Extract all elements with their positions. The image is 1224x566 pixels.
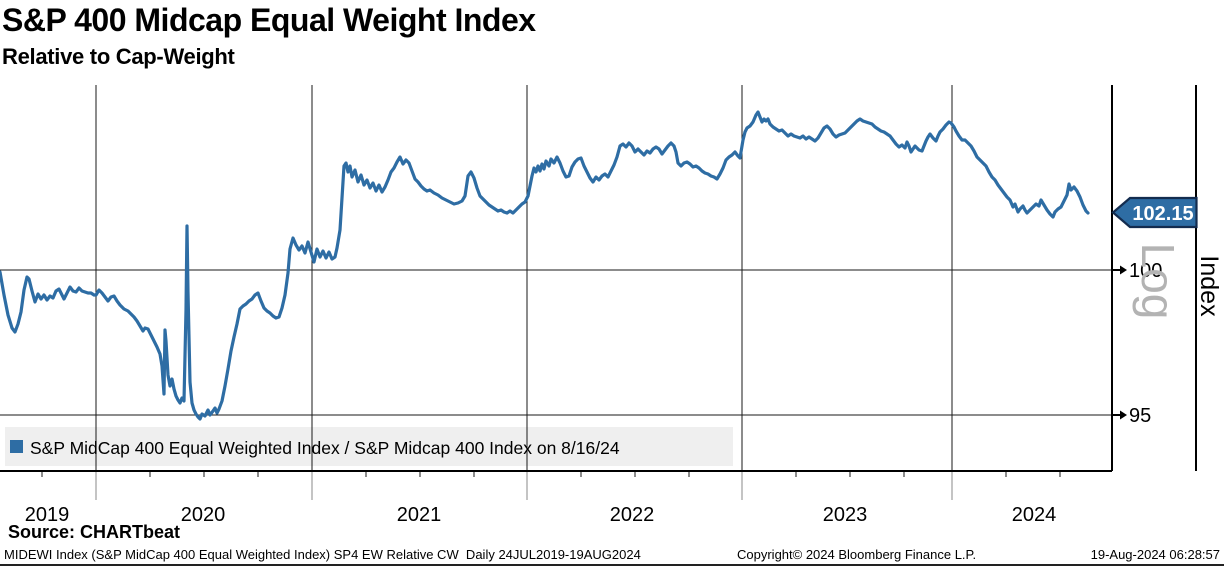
last-price-label: 102.15 xyxy=(1132,203,1193,225)
y-axis-title: Index xyxy=(1195,255,1223,317)
y-tick-arrowhead xyxy=(1120,410,1127,420)
x-axis-tick-label: 2022 xyxy=(610,504,655,526)
source-label: Source: CHARTbeat xyxy=(8,522,181,542)
y-axis-tick-label: 95 xyxy=(1129,405,1151,427)
footer-copyright: Copyright© 2024 Bloomberg Finance L.P. xyxy=(737,547,977,562)
x-axis-tick-label: 2024 xyxy=(1012,504,1057,526)
price-line xyxy=(0,110,1090,421)
legend-label: S&P MidCap 400 Equal Weighted Index / S&… xyxy=(30,438,620,458)
page-subtitle: Relative to Cap-Weight xyxy=(2,44,235,69)
footer-description: MIDEWI Index (S&P MidCap 400 Equal Weigh… xyxy=(4,547,641,562)
legend-swatch xyxy=(10,440,23,453)
x-axis-tick-label: 2023 xyxy=(823,504,868,526)
legend-box xyxy=(5,427,733,466)
page-title: S&P 400 Midcap Equal Weight Index xyxy=(2,2,536,38)
x-axis-tick-label: 2020 xyxy=(181,504,226,526)
last-price-tag xyxy=(1111,196,1198,229)
y-tick-arrowhead xyxy=(1120,265,1127,275)
y-axis-scale-label: Log xyxy=(1132,243,1184,320)
y-axis-tick-label: 100 xyxy=(1129,260,1162,282)
footer-timestamp: 19-Aug-2024 06:28:57 xyxy=(1090,547,1220,562)
x-axis-tick-label: 2021 xyxy=(397,504,442,526)
